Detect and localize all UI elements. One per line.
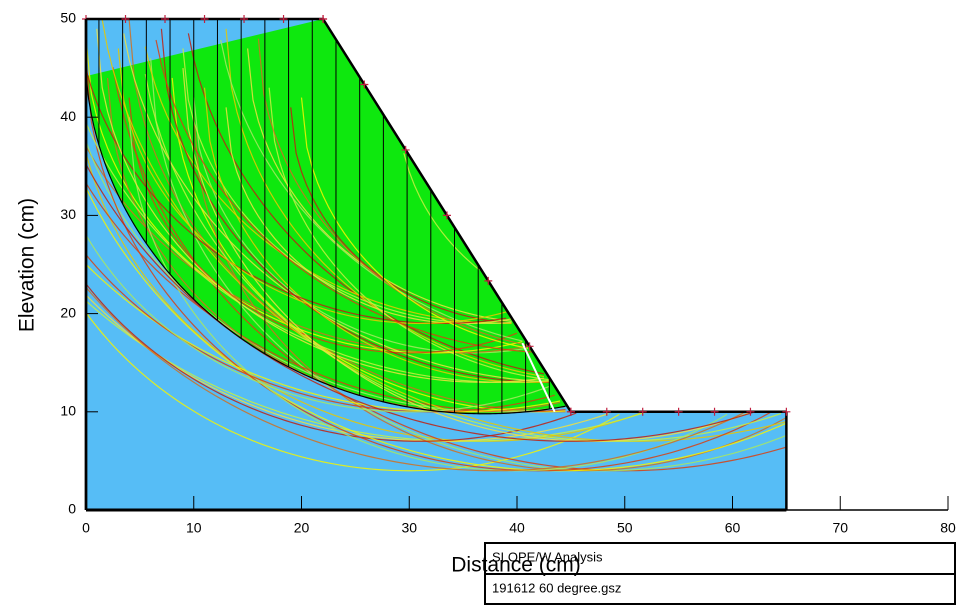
trial-slip-surface xyxy=(85,312,620,472)
trial-slip-surface xyxy=(193,117,787,472)
y-tick-label: 0 xyxy=(68,501,76,517)
trial-slip-surface xyxy=(85,254,555,413)
surface-point xyxy=(710,407,719,416)
trial-slip-surface xyxy=(85,122,550,383)
info-line: 191612 60 degree.gsz xyxy=(492,580,621,595)
trial-slip-surface xyxy=(300,97,528,349)
surface-point xyxy=(746,407,755,416)
info-line: SLOPE/W Analysis xyxy=(492,549,603,564)
surface-point xyxy=(279,15,288,23)
trial-slip-surface xyxy=(128,117,728,472)
surface-point xyxy=(240,15,249,23)
x-tick-label: 60 xyxy=(725,520,741,536)
critical-slip-surface xyxy=(85,76,566,415)
critical-toe-line xyxy=(521,342,556,413)
surface-point xyxy=(484,276,493,285)
trial-slip-surface xyxy=(85,38,523,354)
y-tick-label: 40 xyxy=(60,108,76,124)
x-tick-label: 20 xyxy=(294,520,310,536)
trial-slip-surface xyxy=(128,18,566,413)
x-tick-label: 80 xyxy=(940,520,956,536)
surface-point xyxy=(161,15,170,23)
trial-slip-surface xyxy=(85,163,755,442)
trial-slip-surface xyxy=(85,58,771,472)
trial-slip-surface xyxy=(182,68,749,442)
trial-slip-surface xyxy=(225,107,512,325)
x-tick-label: 70 xyxy=(832,520,848,536)
surface-point xyxy=(638,407,647,416)
trial-slip-surface xyxy=(220,39,523,342)
x-tick-label: 50 xyxy=(617,520,633,536)
trial-slip-surface xyxy=(203,87,550,383)
trial-slip-surface xyxy=(85,286,744,472)
y-tick-label: 30 xyxy=(60,206,76,222)
x-axis-title: Distance (cm) xyxy=(451,554,581,577)
x-tick-label: 30 xyxy=(401,520,417,536)
trial-slip-surface xyxy=(150,58,787,472)
trial-slip-surface xyxy=(96,28,545,383)
surface-point xyxy=(566,407,575,416)
trial-slip-surface xyxy=(101,19,787,442)
trial-slip-surface xyxy=(85,187,787,472)
surface-point xyxy=(121,15,130,23)
surface-point xyxy=(674,407,683,416)
surface-point xyxy=(401,145,410,154)
trial-slip-surface xyxy=(155,39,534,353)
trial-slip-surface xyxy=(182,48,512,325)
trial-slip-surface xyxy=(85,234,550,413)
surface-point xyxy=(200,15,209,23)
trial-slip-surface xyxy=(85,283,577,442)
y-axis-title: Elevation (cm) xyxy=(16,198,39,332)
y-tick-label: 10 xyxy=(60,403,76,419)
y-tick-label: 20 xyxy=(60,304,76,320)
trial-slip-surface xyxy=(403,153,480,271)
y-tick-label: 50 xyxy=(60,10,76,26)
plot-area xyxy=(82,15,791,510)
x-tick-label: 40 xyxy=(509,520,525,536)
trial-slip-surface xyxy=(257,38,528,346)
info-box-row xyxy=(484,573,956,605)
surface-point xyxy=(602,407,611,416)
surface-point xyxy=(782,407,791,416)
surface-point xyxy=(525,342,534,351)
trial-slip-surface xyxy=(144,74,782,442)
surface-point xyxy=(442,211,451,220)
trial-slip-surface xyxy=(85,300,647,442)
trial-slip-surface xyxy=(160,28,550,383)
surface-point xyxy=(360,80,369,89)
trial-slip-surface xyxy=(290,107,512,324)
surface-point xyxy=(319,15,328,23)
trial-slip-surface xyxy=(112,67,787,472)
x-tick-label: 10 xyxy=(186,520,202,536)
trial-slip-surface xyxy=(144,46,512,325)
trial-slip-surface xyxy=(268,87,550,381)
x-tick-label: 0 xyxy=(82,520,90,536)
